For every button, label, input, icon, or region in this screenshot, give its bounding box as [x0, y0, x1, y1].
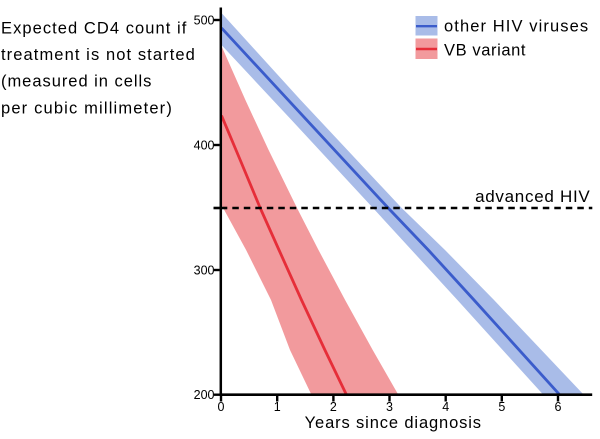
svg-text:per cubic millimeter): per cubic millimeter) — [1, 99, 173, 117]
svg-text:3: 3 — [386, 400, 393, 414]
svg-text:4: 4 — [442, 400, 449, 414]
svg-text:6: 6 — [555, 400, 562, 414]
svg-text:other HIV viruses: other HIV viruses — [444, 18, 589, 36]
svg-text:0: 0 — [218, 400, 225, 414]
svg-text:500: 500 — [194, 14, 215, 28]
svg-text:300: 300 — [194, 264, 215, 278]
svg-text:advanced HIV: advanced HIV — [475, 187, 590, 206]
svg-text:1: 1 — [274, 400, 281, 414]
svg-text:VB variant: VB variant — [444, 42, 526, 60]
svg-text:(measured in cells: (measured in cells — [1, 73, 152, 91]
svg-text:2: 2 — [330, 400, 337, 414]
svg-text:Years since diagnosis: Years since diagnosis — [305, 414, 482, 432]
svg-text:400: 400 — [194, 139, 215, 153]
svg-text:treatment is not started: treatment is not started — [1, 46, 196, 64]
svg-text:200: 200 — [194, 388, 215, 402]
svg-text:5: 5 — [498, 400, 505, 414]
svg-text:Expected CD4 count if: Expected CD4 count if — [1, 19, 187, 37]
